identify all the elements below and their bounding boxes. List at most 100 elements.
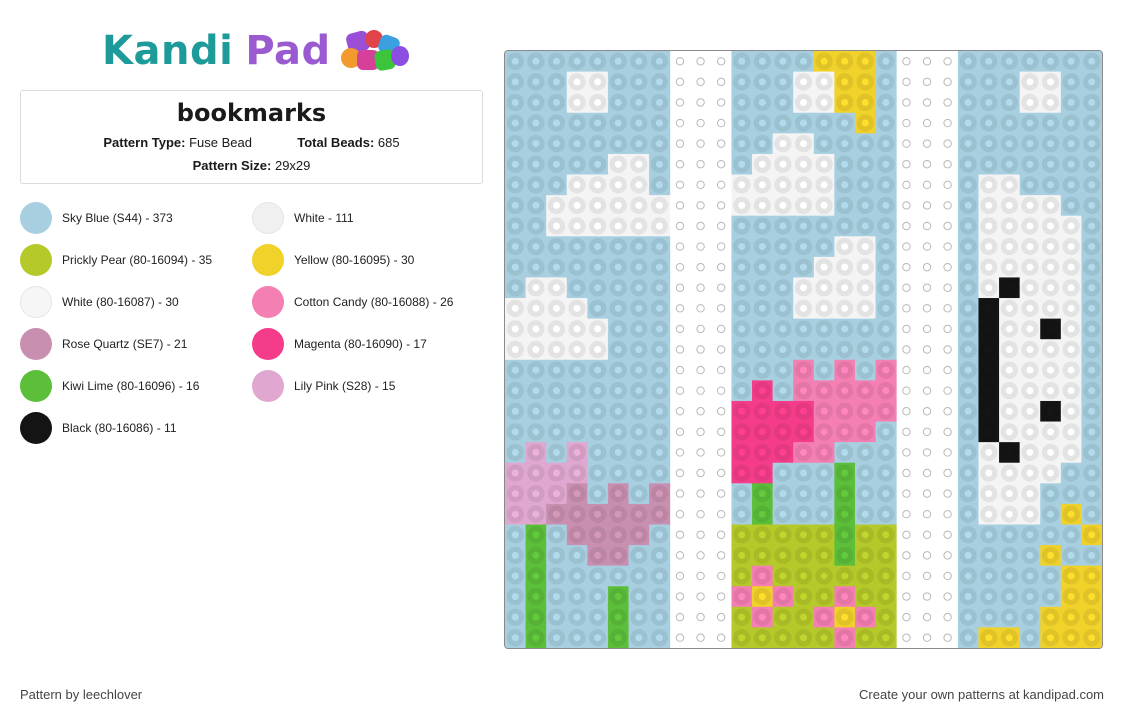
pattern-size-label: Pattern Size: bbox=[192, 158, 272, 173]
bead-hole bbox=[573, 613, 581, 621]
bead-hole bbox=[532, 551, 540, 559]
bead-hole bbox=[573, 428, 581, 436]
bead-hole bbox=[758, 160, 766, 168]
bead-hole bbox=[594, 469, 602, 477]
bead-hole bbox=[964, 490, 972, 498]
bead-hole bbox=[1047, 448, 1055, 456]
bead-hole bbox=[573, 551, 581, 559]
bead-hole bbox=[552, 57, 560, 65]
bead-hole bbox=[655, 469, 663, 477]
empty-peg bbox=[943, 448, 952, 457]
bead-hole bbox=[635, 284, 643, 292]
bead-hole bbox=[655, 98, 663, 106]
bead-hole bbox=[552, 325, 560, 333]
bead-hole bbox=[1088, 407, 1096, 415]
bead-pattern-board[interactable] bbox=[504, 50, 1103, 649]
pattern-author: Pattern by leechlover bbox=[20, 687, 143, 702]
bead-hole bbox=[800, 531, 807, 539]
empty-peg bbox=[902, 427, 911, 437]
bead-hole bbox=[800, 366, 807, 374]
color-swatch bbox=[20, 244, 52, 276]
empty-peg bbox=[943, 571, 952, 581]
bead-hole bbox=[861, 346, 869, 353]
bead-hole bbox=[800, 490, 807, 498]
bead-hole bbox=[635, 613, 643, 621]
bead-hole bbox=[964, 572, 972, 580]
kandipad-promo-link[interactable]: Create your own patterns at kandipad.com bbox=[859, 687, 1104, 702]
bead-hole bbox=[655, 490, 663, 498]
empty-peg bbox=[902, 118, 911, 128]
bead-hole bbox=[655, 284, 663, 292]
bead-hole bbox=[758, 181, 766, 189]
bead-hole bbox=[985, 346, 993, 353]
bead-hole bbox=[1005, 510, 1013, 518]
bead-hole bbox=[861, 181, 869, 189]
bead-hole bbox=[532, 366, 540, 374]
bead-hole bbox=[1088, 222, 1096, 230]
bead-hole bbox=[573, 181, 581, 189]
bead-hole bbox=[985, 263, 993, 271]
bead-hole bbox=[841, 387, 849, 395]
bead-hole bbox=[594, 263, 602, 271]
empty-peg bbox=[943, 324, 952, 334]
bead-hole bbox=[861, 593, 869, 601]
empty-peg bbox=[922, 592, 932, 601]
bead-hole bbox=[1047, 387, 1055, 395]
bead-hole bbox=[882, 634, 890, 642]
bead-hole bbox=[964, 304, 972, 312]
bead-hole bbox=[758, 243, 766, 251]
legend-label: Rose Quartz (SE7) - 21 bbox=[62, 337, 188, 351]
bead-hole bbox=[985, 428, 993, 436]
bead-hole bbox=[738, 243, 746, 251]
bead-hole bbox=[861, 98, 869, 106]
bead-hole bbox=[738, 325, 746, 333]
bead-hole bbox=[1005, 325, 1013, 333]
bead-hole bbox=[635, 160, 643, 168]
bead-hole bbox=[820, 634, 828, 642]
bead-hole bbox=[985, 366, 993, 374]
bead-hole bbox=[800, 346, 807, 353]
bead-hole bbox=[1026, 140, 1034, 148]
kandipad-logo[interactable]: Kandi Pad bbox=[102, 26, 415, 76]
empty-peg bbox=[902, 324, 911, 334]
bead-hole bbox=[573, 448, 581, 456]
bead-hole bbox=[1088, 531, 1096, 539]
bead-hole bbox=[1088, 181, 1096, 189]
bead-hole bbox=[841, 366, 849, 374]
bead-hole bbox=[573, 469, 581, 477]
bead-hole bbox=[635, 98, 643, 106]
empty-peg bbox=[922, 180, 932, 190]
bead-hole bbox=[985, 284, 993, 292]
empty-peg bbox=[716, 77, 726, 87]
bead-hole bbox=[882, 98, 890, 106]
logo-word-pad: Pad bbox=[245, 28, 331, 74]
bead-hole bbox=[841, 613, 849, 621]
bead-hole bbox=[614, 201, 622, 209]
legend-item: Magenta (80-16090) - 17 bbox=[252, 328, 427, 360]
bead-hole bbox=[1067, 304, 1075, 312]
bead-hole bbox=[1067, 469, 1075, 477]
bead-hole bbox=[594, 304, 602, 312]
legend-label: Yellow (80-16095) - 30 bbox=[294, 253, 415, 267]
bead-hole bbox=[1067, 551, 1075, 559]
bead-hole bbox=[882, 346, 890, 353]
bead-hole bbox=[1067, 119, 1075, 127]
bead-hole bbox=[1088, 325, 1096, 333]
bead-hole bbox=[1005, 304, 1013, 312]
bead-hole bbox=[985, 490, 993, 498]
color-swatch bbox=[20, 412, 52, 444]
bead-hole bbox=[552, 78, 560, 86]
bead-hole bbox=[1067, 428, 1075, 436]
bead-hole bbox=[758, 222, 766, 230]
bead-hole bbox=[1047, 98, 1055, 106]
bead-hole bbox=[532, 284, 540, 292]
bead-hole bbox=[758, 304, 766, 312]
bead-hole bbox=[1005, 613, 1013, 621]
bead-hole bbox=[573, 201, 581, 209]
empty-peg bbox=[675, 98, 685, 107]
empty-peg bbox=[922, 201, 932, 210]
bead-hole bbox=[552, 140, 560, 148]
bead-hole bbox=[758, 387, 766, 395]
bead-hole bbox=[841, 160, 849, 168]
bead-hole bbox=[1047, 407, 1055, 415]
